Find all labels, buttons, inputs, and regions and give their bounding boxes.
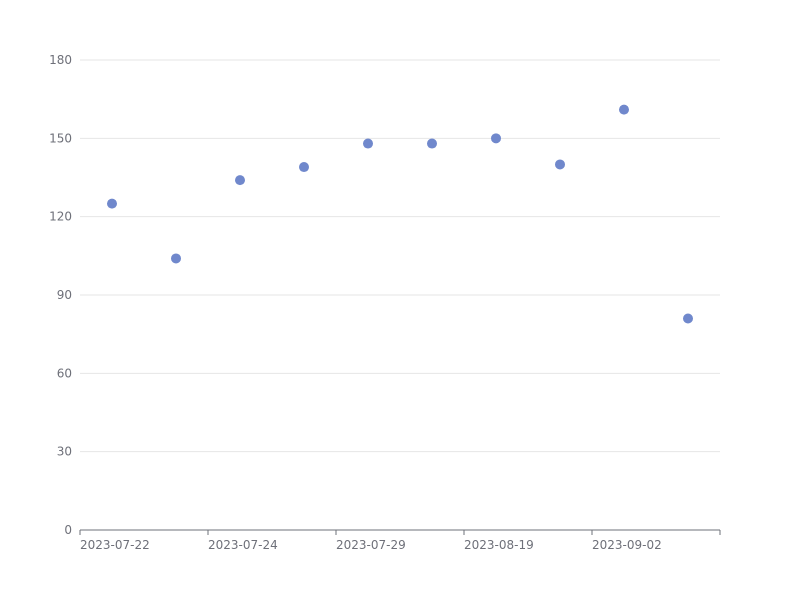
data-point xyxy=(427,138,437,149)
y-tick-label: 60 xyxy=(57,366,72,380)
y-tick-label: 120 xyxy=(49,210,72,224)
y-tick-label: 30 xyxy=(57,445,72,459)
data-point xyxy=(491,133,501,144)
x-tick-label: 2023-07-24 xyxy=(208,538,278,552)
grid-lines xyxy=(80,59,720,453)
data-point xyxy=(171,253,181,264)
x-tick-label: 2023-07-29 xyxy=(336,538,406,552)
y-tick-label: 90 xyxy=(57,288,72,302)
data-point xyxy=(107,198,117,209)
x-tick-label: 2023-09-02 xyxy=(592,538,662,552)
data-point xyxy=(363,138,373,149)
data-point xyxy=(619,104,629,115)
data-point xyxy=(235,175,245,186)
data-point xyxy=(555,159,565,170)
data-point xyxy=(683,313,693,324)
data-point xyxy=(299,162,309,173)
x-tick-label: 2023-07-22 xyxy=(80,538,150,552)
x-axis xyxy=(79,529,721,535)
y-axis-tick-labels: 0 30 60 90 120 150 180 xyxy=(49,53,72,537)
data-points xyxy=(107,104,693,324)
y-tick-label: 0 xyxy=(64,523,72,537)
x-tick-label: 2023-08-19 xyxy=(464,538,534,552)
y-tick-label: 150 xyxy=(49,131,72,145)
x-axis-tick-labels: 2023-07-22 2023-07-24 2023-07-29 2023-08-19… xyxy=(80,538,662,552)
y-tick-label: 180 xyxy=(49,53,72,67)
